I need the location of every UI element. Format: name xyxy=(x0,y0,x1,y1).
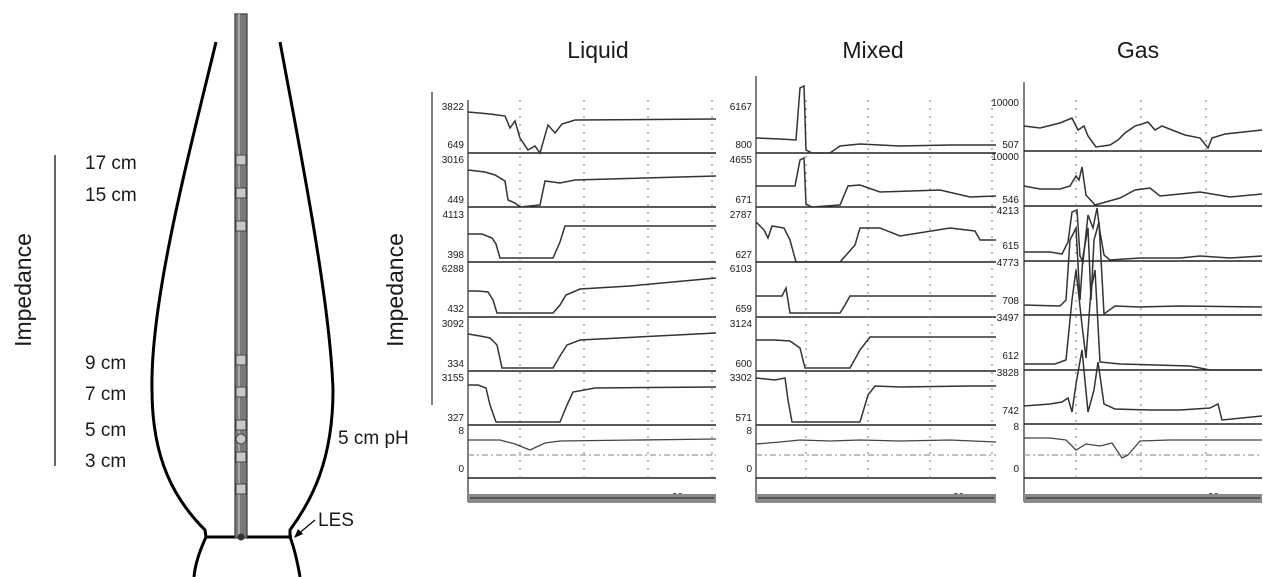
channel-5-top-value: 3497 xyxy=(997,313,1020,324)
channel-3-bottom-value: 398 xyxy=(447,250,464,261)
channel-3-top-value: 4113 xyxy=(442,210,464,221)
panel-mixed: Mixed 6167 800 4655 671 2787 627 6103 65… xyxy=(730,37,997,503)
panel-title: Liquid xyxy=(567,37,628,63)
les-arrowhead xyxy=(294,529,303,538)
panel-title: Mixed xyxy=(842,37,903,63)
impedance-traces xyxy=(467,111,717,423)
ph-label: 5 cm pH xyxy=(338,428,409,449)
channel-2-top-value: 4655 xyxy=(730,155,753,166)
position-label-3cm: 3 cm xyxy=(85,451,126,472)
channel-3-bottom-value: 627 xyxy=(735,250,752,261)
channel-3-top-value: 4213 xyxy=(997,206,1020,217)
sensor-17cm xyxy=(235,154,247,166)
ph-bottom-value: 0 xyxy=(1013,464,1019,475)
panel-title: Gas xyxy=(1117,37,1159,63)
ph-trace xyxy=(1024,437,1262,459)
channel-4-bottom-value: 659 xyxy=(735,304,752,315)
channel-1-bottom-value: 649 xyxy=(447,140,464,151)
position-label-17cm: 17 cm xyxy=(85,153,137,174)
channel-4-bottom-value: 708 xyxy=(1002,296,1019,307)
sensor-7cm xyxy=(235,386,247,398)
channel-2-bottom-value: 671 xyxy=(735,195,752,206)
channel-5-top-value: 3124 xyxy=(730,319,753,330)
ph-trace xyxy=(468,438,717,451)
channel-3-top-value: 2787 xyxy=(730,210,753,221)
channel-6-top-value: 3828 xyxy=(997,368,1020,379)
channel-6-bottom-value: 327 xyxy=(447,413,464,424)
impedance-side-label: Impedance xyxy=(10,233,36,347)
channel-5-bottom-value: 612 xyxy=(1002,351,1019,362)
channel-1-bottom-value: 800 xyxy=(735,140,752,151)
panel-gas: Gas 10000 507 10000 546 4213 615 4773 70… xyxy=(991,37,1263,503)
channel-1-top-value: 3822 xyxy=(442,102,465,113)
channel-6-top-value: 3155 xyxy=(442,373,465,384)
esophagus-diagram: Impedance 17 cm 15 cm 9 cm 7 cm 5 cm 3 c… xyxy=(10,13,409,577)
channel-1-bottom-value: 507 xyxy=(1002,140,1019,151)
sensor-5cm xyxy=(235,419,247,431)
channel-2-bottom-value: 546 xyxy=(1002,195,1019,206)
separators xyxy=(468,152,716,479)
esophagus-left-wall xyxy=(150,41,218,577)
position-label-5cm: 5 cm xyxy=(85,420,126,441)
channel-6-bottom-value: 742 xyxy=(1002,406,1019,417)
channel-5-bottom-value: 334 xyxy=(447,359,464,370)
impedance-traces xyxy=(755,84,997,423)
sensor-3cm xyxy=(235,451,247,463)
ph-bottom-value: 0 xyxy=(458,464,464,475)
ph-top-value: 8 xyxy=(746,426,752,437)
ph-trace xyxy=(755,439,997,445)
impedance-traces xyxy=(1023,117,1263,421)
channel-1-top-value: 10000 xyxy=(991,98,1019,109)
channel-6-top-value: 3302 xyxy=(730,373,753,384)
separators xyxy=(1024,150,1262,479)
channel-5-bottom-value: 600 xyxy=(735,359,752,370)
sensor-13cm xyxy=(235,220,247,232)
channel-3-bottom-value: 615 xyxy=(1002,241,1019,252)
ph-bottom-value: 0 xyxy=(746,464,752,475)
catheter-tip xyxy=(237,533,245,541)
channel-4-bottom-value: 432 xyxy=(447,304,464,315)
les-label: LES xyxy=(318,510,354,531)
sensor-9cm xyxy=(235,354,247,366)
sensor-15cm xyxy=(235,187,247,199)
channel-4-top-value: 6103 xyxy=(730,264,753,275)
esophagus-right-wall xyxy=(278,41,335,577)
channel-2-top-value: 3016 xyxy=(442,155,465,166)
ph-top-value: 8 xyxy=(458,426,464,437)
ph-top-value: 8 xyxy=(1013,422,1019,433)
position-label-7cm: 7 cm xyxy=(85,384,126,405)
channel-4-top-value: 6288 xyxy=(442,264,465,275)
ph-sensor xyxy=(235,433,247,445)
panel-liquid: Liquid 3822 649 3016 449 4113 398 6288 4… xyxy=(442,37,717,503)
impedance-axis-label: Impedance xyxy=(382,233,408,347)
position-label-15cm: 15 cm xyxy=(85,185,137,206)
channel-4-top-value: 4773 xyxy=(997,258,1020,269)
channel-1-top-value: 6167 xyxy=(730,102,753,113)
position-label-9cm: 9 cm xyxy=(85,353,126,374)
channel-2-bottom-value: 449 xyxy=(447,195,464,206)
channel-2-top-value: 10000 xyxy=(991,152,1019,163)
sensor-1cm xyxy=(235,483,247,495)
separators xyxy=(756,152,996,479)
channel-5-top-value: 3092 xyxy=(442,319,465,330)
channel-6-bottom-value: 571 xyxy=(735,413,752,424)
